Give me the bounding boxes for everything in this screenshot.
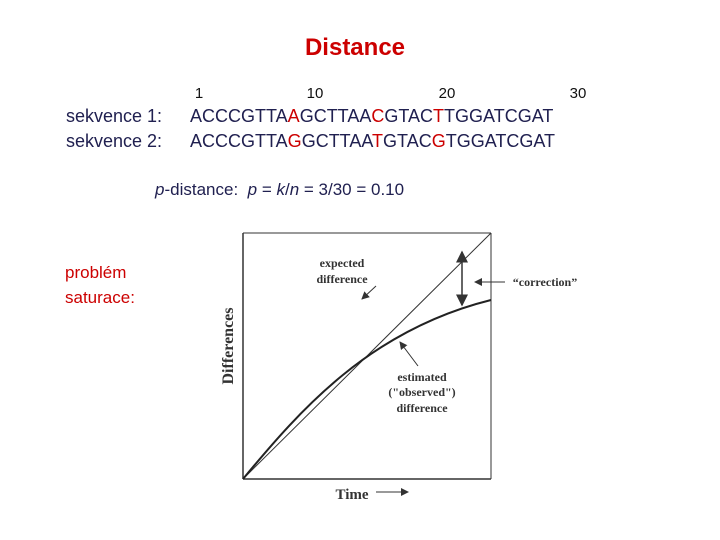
sequence-segment: GCTTAA	[300, 106, 372, 126]
title: Distance	[305, 34, 405, 61]
observed-curve	[242, 299, 492, 480]
sequence: ACCCGTTAAGCTTAACGTACTTGGATCGAT	[190, 106, 553, 126]
sequence: ACCCGTTAGGCTTAATGTACGTGGATCGAT	[190, 131, 555, 151]
ruler-number: 20	[439, 85, 456, 102]
formula: p-distance: p = k/n = 3/30 = 0.10	[154, 180, 404, 199]
ruler: 1 10 20 30	[195, 85, 587, 102]
sequence-segment: GTAC	[383, 131, 432, 151]
sequence-label: sekvence 2:	[66, 131, 162, 151]
annotation: “correction”	[513, 275, 577, 289]
figure: expected difference “correction” estimat…	[220, 232, 577, 503]
annotation: estimated	[397, 370, 447, 384]
annotation: difference	[396, 401, 448, 415]
arrow	[399, 341, 419, 367]
sequence-segment: TGGATCGAT	[444, 106, 553, 126]
sequence-segment: GTAC	[384, 106, 433, 126]
formula-part: =	[257, 180, 276, 199]
sequence-segment: G	[432, 131, 446, 151]
sequence-segment: A	[288, 106, 300, 126]
formula-part: /	[285, 180, 290, 199]
y-axis-label: Differences	[220, 308, 237, 385]
annotation: difference	[316, 272, 368, 286]
sequence-segment: T	[433, 106, 444, 126]
formula-part: p	[154, 180, 164, 199]
arrow	[361, 285, 377, 300]
side-label: saturace:	[65, 288, 135, 307]
formula-part: = 3/30 = 0.10	[299, 180, 404, 199]
sequence-segment: ACCCGTTA	[190, 131, 288, 151]
x-axis-label: Time	[335, 487, 368, 503]
ruler-number: 30	[570, 85, 587, 102]
formula-part: -distance:	[164, 180, 247, 199]
annotation: ("observed")	[388, 385, 455, 399]
sequence-segment: TGGATCGAT	[446, 131, 555, 151]
ruler-number: 1	[195, 85, 203, 102]
side-label: problém	[65, 263, 126, 282]
sequence-segment: G	[288, 131, 302, 151]
formula-part: p	[247, 180, 257, 199]
annotation: expected	[320, 256, 365, 270]
formula-part: n	[290, 180, 299, 199]
sequence-segment: T	[372, 131, 383, 151]
sequence-segment: ACCCGTTA	[190, 106, 288, 126]
sequences: sekvence 1: ACCCGTTAAGCTTAACGTACTTGGATCGA…	[66, 106, 555, 151]
sequence-label: sekvence 1:	[66, 106, 162, 126]
sequence-segment: C	[371, 106, 384, 126]
formula-part: k	[276, 180, 286, 199]
sequence-segment: GCTTAA	[302, 131, 374, 151]
ruler-number: 10	[307, 85, 324, 102]
